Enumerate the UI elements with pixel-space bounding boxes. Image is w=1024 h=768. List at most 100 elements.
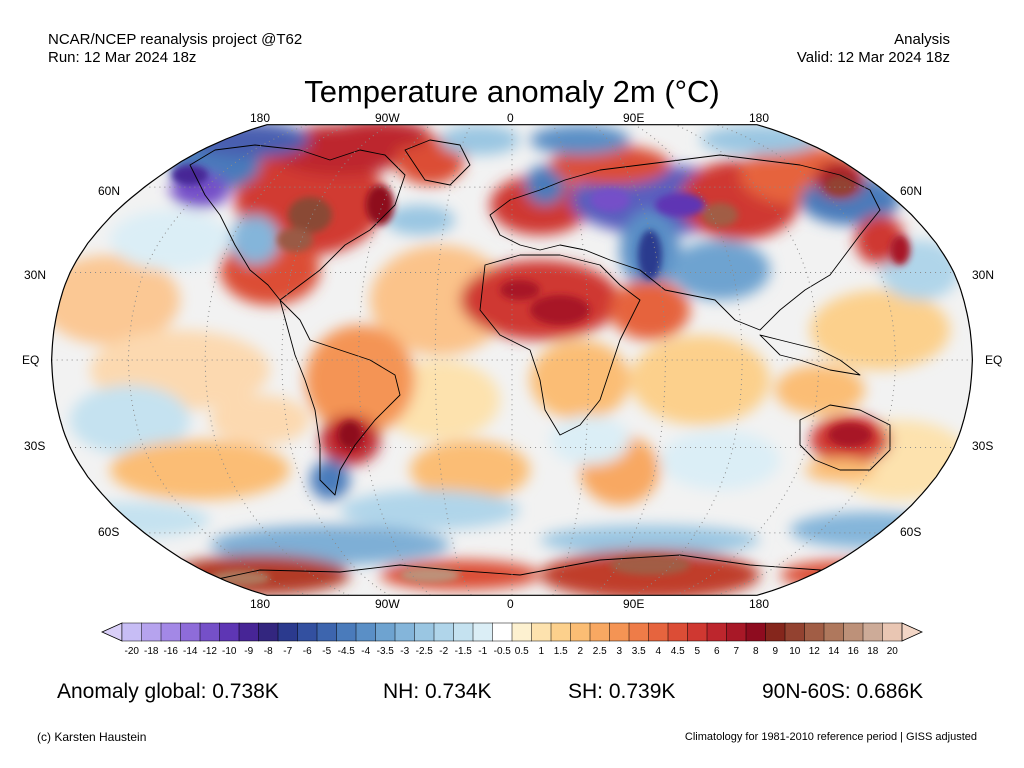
colorbar-tick-label: -18 xyxy=(144,646,159,657)
colorbar-tick-label: 3.5 xyxy=(631,646,646,657)
lon-label-top-0: 0 xyxy=(507,111,514,125)
colorbar-tick-label: 8 xyxy=(752,646,759,657)
credit-text: (c) Karsten Haustein xyxy=(37,730,147,744)
colorbar-cell xyxy=(316,622,338,642)
map-border xyxy=(50,124,974,596)
lat-label-left-60s: 60S xyxy=(98,525,120,539)
meridian-line xyxy=(552,124,590,596)
colorbar-cell xyxy=(570,622,591,642)
colorbar-tick-label: 5 xyxy=(694,646,701,657)
coastlines xyxy=(189,139,891,586)
model-name: NCAR/NCEP reanalysis project @T62 xyxy=(48,31,303,48)
lat-label-right-60n: 60N xyxy=(900,184,923,198)
colorbar-tick-label: -12 xyxy=(202,646,217,657)
colorbar-tick-label: 12 xyxy=(808,646,820,657)
lon-label-bottom-90w: 90W xyxy=(375,597,400,611)
map-title: Temperature anomaly 2m (°C) xyxy=(304,74,720,109)
colorbar-cell xyxy=(511,622,533,642)
colorbar-tick-label: -7 xyxy=(283,646,293,657)
colorbar-cell xyxy=(199,622,221,642)
colorbar-cell xyxy=(219,622,240,642)
colorbar-tick-label: 1 xyxy=(538,646,545,657)
colorbar-cell xyxy=(297,622,318,642)
colorbar-tick-label: -4.5 xyxy=(337,646,355,657)
lon-label-bottom-180w: 180 xyxy=(250,597,271,611)
colorbar-tick-label: 7 xyxy=(733,646,740,657)
colorbar-tick-label: 10 xyxy=(789,646,801,657)
run-time: Run: 12 Mar 2024 18z xyxy=(48,49,197,66)
lon-label-bottom-0: 0 xyxy=(507,597,514,611)
colorbar-cell xyxy=(453,622,474,642)
lat-label-left-30n: 30N xyxy=(24,268,47,282)
colorbar-tick-label: 1.5 xyxy=(553,646,568,657)
colorbar-tick-label: -16 xyxy=(163,646,178,657)
colorbar-tick-label: -2 xyxy=(439,646,449,657)
colorbar-cell xyxy=(121,622,143,642)
colorbar-tick-label: -10 xyxy=(222,646,237,657)
lat-label-right-eq: EQ xyxy=(985,353,1003,367)
temperature-anomaly-map xyxy=(50,124,974,596)
colorbar-tick-label: -3.5 xyxy=(376,646,394,657)
colorbar-cell xyxy=(375,622,396,642)
colorbar-max-arrow xyxy=(901,622,923,642)
colorbar-tick-label: -20 xyxy=(124,646,139,657)
colorbar-cell xyxy=(609,622,630,642)
colorbar-min-arrow xyxy=(101,622,123,642)
colorbar-tick-label: -6 xyxy=(302,646,312,657)
colorbar-cell xyxy=(433,622,455,642)
colorbar-tick-label: 20 xyxy=(886,646,898,657)
colorbar-tick-label: -2.5 xyxy=(415,646,433,657)
colorbar-tick-label: -3 xyxy=(400,646,410,657)
colorbar-tick-label: 2.5 xyxy=(592,646,607,657)
colorbar-cell xyxy=(589,622,611,642)
stat-global: Anomaly global: 0.738K xyxy=(57,680,279,703)
lat-label-left-eq: EQ xyxy=(22,353,40,367)
colorbar-cell xyxy=(745,622,767,642)
colorbar-cell xyxy=(258,622,279,642)
colorbar-tick-label: -1 xyxy=(478,646,488,657)
colorbar-cell xyxy=(628,622,650,642)
colorbar-cell xyxy=(667,622,689,642)
colorbar-cell xyxy=(726,622,747,642)
lat-label-right-60s: 60S xyxy=(900,525,922,539)
colorbar-cell xyxy=(531,622,552,642)
colorbar-cell xyxy=(336,622,357,642)
colorbar-tick-label: -9 xyxy=(244,646,254,657)
lon-label-bottom-180e: 180 xyxy=(749,597,770,611)
colorbar-cell xyxy=(238,622,260,642)
colorbar-tick-label: 9 xyxy=(772,646,779,657)
colorbar-tick-label: 2 xyxy=(577,646,584,657)
lat-label-right-30s: 30S xyxy=(972,439,994,453)
colorbar-cell xyxy=(804,622,825,642)
colorbar-tick-label: 16 xyxy=(847,646,859,657)
colorbar-cell xyxy=(687,622,708,642)
colorbar-tick-label: -14 xyxy=(183,646,198,657)
colorbar-tick-label: 4 xyxy=(655,646,662,657)
colorbar-cell xyxy=(648,622,669,642)
colorbar-cell xyxy=(141,622,162,642)
colorbar-cell xyxy=(784,622,806,642)
colorbar-cell xyxy=(414,622,435,642)
lon-label-top-180e: 180 xyxy=(749,111,770,125)
graticule xyxy=(51,124,973,596)
lon-label-top-180w: 180 xyxy=(250,111,271,125)
climatology-note: Climatology for 1981-2010 reference peri… xyxy=(684,731,977,743)
colorbar-tick-label: 4.5 xyxy=(670,646,685,657)
stat-arctic: 90N-60S: 0.686K xyxy=(762,680,924,703)
anomaly-field xyxy=(51,124,973,596)
colorbar-cell xyxy=(765,622,786,642)
lat-label-left-30s: 30S xyxy=(24,439,46,453)
stat-nh: NH: 0.734K xyxy=(383,680,492,703)
colorbar-cell xyxy=(160,622,182,642)
meridian-line xyxy=(434,124,472,596)
colorbar-tick-label: -4 xyxy=(361,646,371,657)
colorbar-cell xyxy=(492,622,513,642)
colorbar-cell xyxy=(472,622,494,642)
meridian-line xyxy=(127,124,308,596)
colorbar-cell xyxy=(843,622,864,642)
lat-label-right-30n: 30N xyxy=(972,268,995,282)
meridian-line xyxy=(716,124,897,596)
colorbar-cell xyxy=(355,622,377,642)
colorbar-tick-label: -8 xyxy=(263,646,273,657)
colorbar-cell xyxy=(882,622,903,642)
